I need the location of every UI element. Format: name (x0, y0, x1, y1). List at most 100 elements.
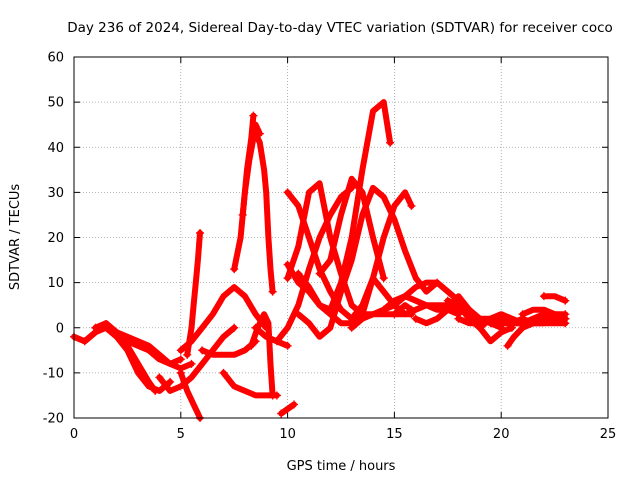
plus-marker (247, 341, 256, 350)
series-arc-12 (238, 111, 258, 219)
y-tick-label: 40 (47, 141, 64, 156)
x-tick-label: 5 (177, 427, 185, 442)
plus-marker (347, 323, 356, 332)
series-arc-32 (539, 292, 570, 305)
plus-marker (283, 188, 292, 197)
plus-marker (268, 391, 277, 400)
x-axis-label: GPS time / hours (287, 459, 396, 474)
plus-marker (539, 292, 548, 301)
plus-marker (268, 287, 277, 296)
plus-marker (230, 265, 239, 274)
x-tick-label: 20 (493, 427, 510, 442)
plus-marker (230, 323, 239, 332)
grid-lines (74, 57, 608, 418)
series-arc-7 (183, 228, 205, 359)
plus-marker (379, 274, 388, 283)
plus-marker (251, 323, 260, 332)
x-tick-label: 15 (386, 427, 403, 442)
plus-marker (390, 310, 399, 319)
y-tick-label: 30 (47, 186, 64, 201)
series-trace (278, 401, 297, 417)
series-arc-23 (315, 175, 388, 283)
series-trace (184, 230, 203, 358)
series-trace (220, 369, 280, 399)
series-trace (252, 130, 276, 295)
plot-frame (73, 56, 609, 419)
plus-marker (561, 310, 570, 319)
plus-marker (80, 337, 89, 346)
series-trace (316, 175, 387, 282)
plus-marker (294, 310, 303, 319)
series-trace (295, 99, 394, 313)
series-arc-3 (91, 320, 196, 372)
series-trace (252, 324, 291, 349)
data-series (70, 99, 570, 422)
plus-marker (294, 269, 303, 278)
plus-marker (283, 274, 292, 283)
plus-marker (249, 111, 258, 120)
series-trace (295, 184, 441, 340)
series-trace (412, 293, 515, 345)
plus-marker (443, 296, 452, 305)
plus-marker (183, 350, 192, 359)
plus-marker (91, 323, 100, 332)
series-trace (487, 315, 569, 327)
plus-marker (166, 377, 175, 386)
plus-marker (379, 305, 388, 314)
plus-marker (407, 201, 416, 210)
plus-marker (272, 337, 281, 346)
series-arc-5 (155, 323, 239, 394)
plus-marker (290, 400, 299, 409)
plus-marker (386, 138, 395, 147)
plus-marker (187, 359, 196, 368)
series-arc-15 (251, 323, 292, 350)
axis-ticks: 0 5 10 15 20 25 -20 -10 0 10 20 30 40 50 60 (43, 51, 617, 443)
plus-marker (561, 296, 570, 305)
series-trace (519, 306, 569, 318)
y-tick-label: 20 (47, 231, 64, 246)
series-trace (124, 342, 159, 394)
plus-marker (123, 341, 132, 350)
y-tick-label: -10 (43, 366, 64, 381)
series-arc-16 (277, 400, 299, 418)
y-tick-label: -20 (43, 412, 64, 427)
plus-marker (176, 368, 185, 377)
y-tick-label: 0 (56, 321, 64, 336)
plus-marker (151, 386, 160, 395)
plus-marker (411, 314, 420, 323)
series-trace (199, 338, 259, 358)
series-trace (239, 112, 257, 218)
plus-marker (561, 319, 570, 328)
series-arc-21 (294, 99, 395, 313)
y-tick-label: 50 (47, 96, 64, 111)
x-tick-label: 25 (600, 427, 617, 442)
plus-marker (219, 368, 228, 377)
x-tick-label: 0 (70, 427, 78, 442)
plus-marker (198, 346, 207, 355)
chart-title: Day 236 of 2024, Sidereal Day-to-day VTE… (67, 20, 613, 36)
y-axis-label: SDTVAR / TECUs (8, 184, 23, 291)
plus-marker (454, 314, 463, 323)
series-trace (156, 324, 238, 394)
series-arc-4 (123, 341, 160, 395)
series-trace (177, 284, 270, 354)
plus-marker (196, 228, 205, 237)
series-trace (177, 369, 203, 421)
plus-marker (155, 373, 164, 382)
plus-marker (503, 341, 512, 350)
y-tick-label: 60 (47, 51, 64, 66)
plus-marker (315, 269, 324, 278)
series-trace (92, 320, 195, 372)
x-tick-label: 10 (279, 427, 296, 442)
plus-marker (176, 346, 185, 355)
plus-marker (277, 409, 286, 418)
series-arc-33 (486, 315, 570, 328)
plus-marker (238, 210, 247, 219)
plus-marker (176, 355, 185, 364)
series-arc-13 (251, 129, 277, 296)
plus-marker (283, 341, 292, 350)
y-tick-label: 10 (47, 276, 64, 291)
plus-marker (251, 129, 260, 138)
plus-marker (486, 319, 495, 328)
